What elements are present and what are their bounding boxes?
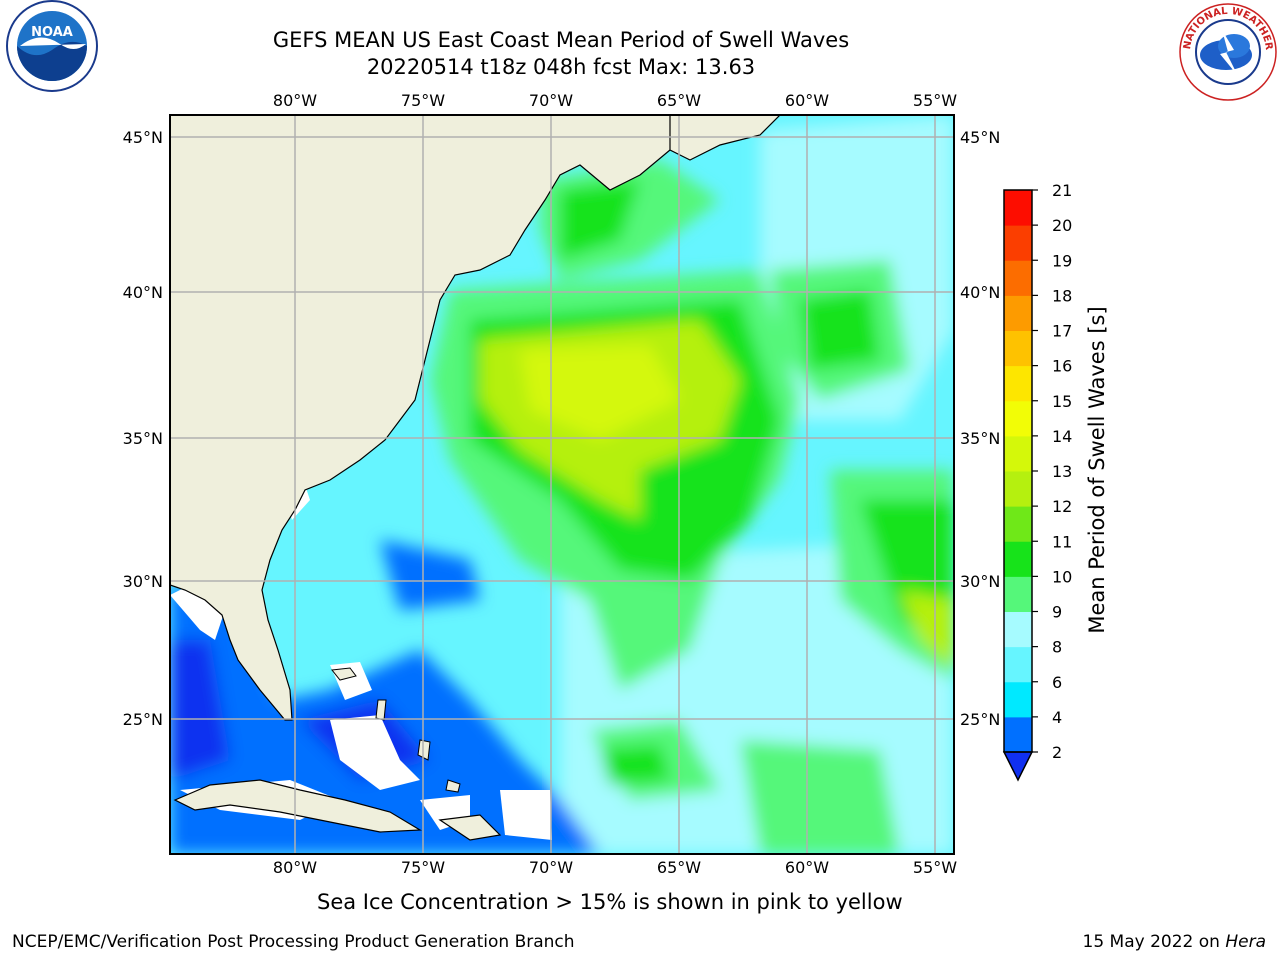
lat-label: 35°N	[960, 429, 1000, 448]
colorbar-segment	[1004, 435, 1032, 472]
colorbar-tick-label: 6	[1052, 673, 1062, 692]
lat-labels-left: 45°N 40°N 35°N 30°N 25°N	[123, 128, 163, 729]
lon-labels-top: 80°W 75°W 70°W 65°W 60°W 55°W	[273, 91, 957, 110]
lat-labels-right: 45°N 40°N 35°N 30°N 25°N	[960, 128, 1000, 729]
map-panel	[170, 115, 954, 854]
colorbar-tick-label: 9	[1052, 603, 1062, 622]
colorbar-tick-label: 8	[1052, 638, 1062, 657]
date-text: 15 May 2022 on	[1082, 932, 1226, 952]
lon-labels-bottom: 80°W 75°W 70°W 65°W 60°W 55°W	[273, 858, 957, 877]
chart-subtitle: 20220514 t18z 048h fcst Max: 13.63	[366, 55, 756, 79]
lat-label: 25°N	[960, 710, 1000, 729]
lon-label: 75°W	[401, 858, 445, 877]
lat-label: 30°N	[960, 572, 1000, 591]
colorbar-segment	[1004, 471, 1032, 507]
colorbar-segment	[1004, 506, 1032, 542]
lon-label: 70°W	[529, 91, 573, 110]
colorbar-tick-label: 11	[1052, 532, 1072, 551]
colorbar-tick-label: 12	[1052, 497, 1072, 516]
lon-label: 75°W	[401, 91, 445, 110]
lon-label: 60°W	[785, 91, 829, 110]
colorbar-segment	[1004, 646, 1032, 683]
lon-label: 60°W	[785, 858, 829, 877]
colorbar-tick-label: 21	[1052, 181, 1072, 200]
colorbar-segment	[1004, 611, 1032, 648]
colorbar-tick-label: 19	[1052, 251, 1072, 270]
colorbar-segment	[1004, 541, 1032, 577]
colorbar-segment	[1004, 681, 1032, 718]
colorbar-segment	[1004, 190, 1032, 226]
colorbar-tick-label: 2	[1052, 743, 1062, 762]
colorbar-tick-label: 18	[1052, 286, 1072, 305]
colorbar-tick-label: 14	[1052, 427, 1072, 446]
colorbar-segment	[1004, 576, 1032, 612]
bahamas	[331, 667, 461, 793]
colorbar-tick-label: 20	[1052, 216, 1072, 235]
colorbar-tick-label: 15	[1052, 392, 1072, 411]
lat-label: 45°N	[123, 128, 163, 147]
lon-label: 80°W	[273, 91, 317, 110]
lon-label: 55°W	[913, 91, 957, 110]
lat-label: 45°N	[960, 128, 1000, 147]
graticule	[170, 115, 954, 854]
lat-label: 30°N	[123, 572, 163, 591]
lat-label: 40°N	[960, 283, 1000, 302]
colorbar-segment	[1004, 225, 1032, 261]
colorbar-segment	[1004, 400, 1032, 437]
date-stamp: 15 May 2022 on Hera	[1083, 932, 1267, 952]
lon-label: 65°W	[657, 858, 701, 877]
colorbar: 2 4 6 8 9 10 11 12 13 14 15 16 17 18 19 20 21	[1002, 181, 1072, 782]
colorbar-segment	[1004, 365, 1032, 402]
colorbar-tick-label: 16	[1052, 357, 1072, 376]
noaa-logo: NOAA	[6, 0, 98, 92]
map-frame	[169, 114, 955, 855]
colorbar-under-arrow	[1002, 751, 1034, 782]
credit-line: NCEP/EMC/Verification Post Processing Pr…	[12, 932, 575, 952]
colorbar-tick-label: 10	[1052, 567, 1072, 586]
sea-ice-footnote: Sea Ice Concentration > 15% is shown in …	[317, 890, 903, 914]
lat-label: 40°N	[123, 283, 163, 302]
colorbar-tick-label: 13	[1052, 462, 1072, 481]
lon-label: 65°W	[657, 91, 701, 110]
chart-title: GEFS MEAN US East Coast Mean Period of S…	[272, 28, 850, 52]
machine-name: Hera	[1225, 932, 1266, 952]
svg-text:NOAA: NOAA	[31, 25, 73, 40]
colorbar-tick-label: 4	[1052, 708, 1062, 727]
colorbar-segment	[1004, 330, 1032, 367]
lon-label: 70°W	[529, 858, 573, 877]
lat-label: 35°N	[123, 429, 163, 448]
lon-label: 55°W	[913, 858, 957, 877]
lon-label: 80°W	[273, 858, 317, 877]
colorbar-segment	[1004, 295, 1032, 331]
colorbar-segment	[1004, 260, 1032, 296]
colorbar-segment	[1004, 716, 1032, 753]
nws-logo: NATIONAL WEATHER SERVICE	[1176, 0, 1277, 101]
colorbar-tick-label: 17	[1052, 322, 1072, 341]
colorbar-label-text: Mean Period of Swell Waves [s]	[1085, 306, 1109, 634]
lat-label: 25°N	[123, 710, 163, 729]
